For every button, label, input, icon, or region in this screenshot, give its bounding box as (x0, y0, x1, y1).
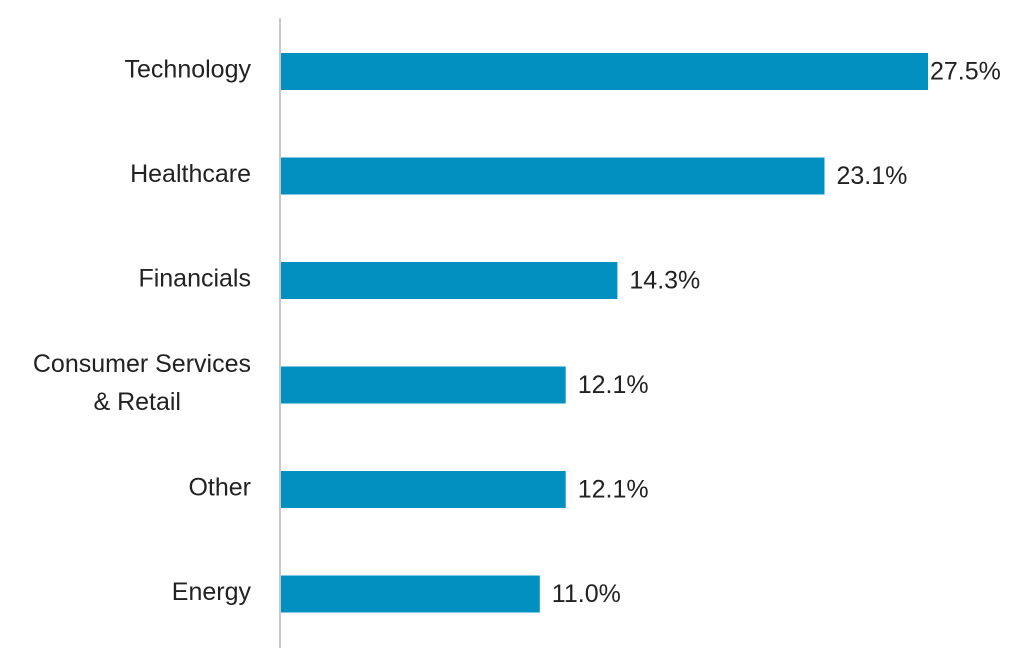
value-label: 23.1% (837, 162, 908, 190)
value-label: 11.0% (552, 580, 621, 608)
category-label-line: Healthcare (130, 160, 251, 188)
category-label: Technology (125, 56, 252, 84)
bar (281, 53, 928, 90)
labels-group: 27.5% Technology 23.1% Healthcare 14.3% Finan… (33, 56, 1001, 609)
value-label: 14.3% (629, 267, 700, 295)
value-label: 12.1% (578, 371, 649, 399)
category-label: Energy (172, 578, 252, 606)
bars-group (281, 53, 928, 613)
bar (281, 471, 566, 508)
category-label-line: Technology (125, 56, 252, 84)
category-label: Healthcare (130, 160, 251, 188)
bar (281, 575, 540, 613)
category-label: Financials (138, 265, 251, 293)
category-label: Consumer Services & Retail (33, 350, 251, 416)
bar (281, 366, 566, 404)
category-label-line: Financials (138, 265, 251, 293)
value-label: 12.1% (578, 476, 649, 504)
category-label-line: & Retail (93, 388, 181, 416)
category-label-line: Consumer Services (33, 350, 251, 378)
bar (281, 262, 618, 299)
category-label: Other (188, 474, 251, 502)
bar (281, 157, 825, 195)
value-label: 27.5% (930, 58, 1001, 86)
category-label-line: Other (188, 474, 251, 502)
category-label-line: Energy (172, 578, 252, 606)
